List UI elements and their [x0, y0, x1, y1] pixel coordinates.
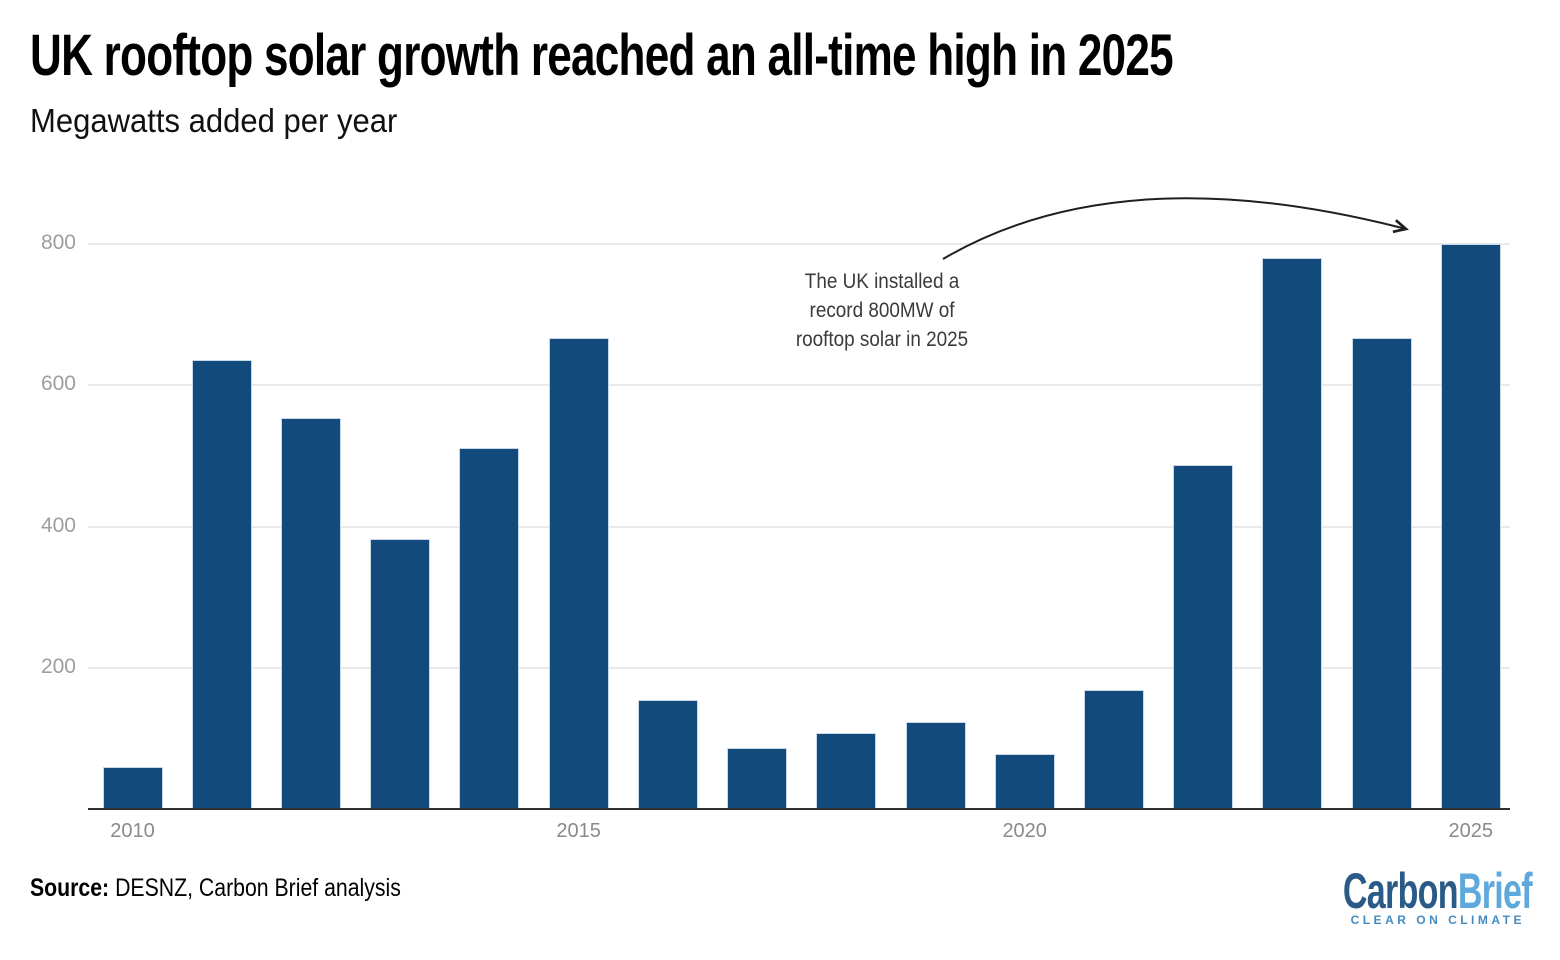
bar-2017 — [727, 748, 787, 809]
source-label: Source: — [30, 874, 110, 902]
bar-2024 — [1351, 337, 1412, 809]
annotation-text: The UK installed a record 800MW of rooft… — [786, 267, 977, 354]
bar-2019 — [905, 722, 966, 809]
bar-2011 — [191, 359, 252, 809]
logo-wordmark: CarbonBrief — [1343, 862, 1533, 920]
gridline-200 — [88, 666, 1510, 669]
y-tick-label: 600 — [40, 372, 76, 396]
annotation-line: record 800MW of — [809, 299, 955, 322]
bar-2025 — [1440, 244, 1501, 809]
x-tick-label: 2020 — [1002, 820, 1047, 842]
logo-carbon: Carbon — [1343, 863, 1459, 919]
bar-2015 — [548, 337, 609, 809]
bar-2023 — [1262, 258, 1323, 809]
x-tick-label: 2025 — [1448, 820, 1494, 842]
bar-2013 — [370, 538, 431, 809]
chart-subtitle: Megawatts added per year — [30, 102, 398, 139]
chart-title: UK rooftop solar growth reached an all-t… — [30, 23, 1174, 88]
bar-2021 — [1083, 690, 1144, 810]
x-axis-line — [88, 808, 1510, 810]
bar-2014 — [459, 448, 520, 809]
source-text: DESNZ, Carbon Brief analysis — [115, 874, 401, 902]
x-tick-label: 2010 — [110, 820, 155, 842]
bar-2020 — [994, 753, 1055, 809]
gridline-800 — [88, 243, 1510, 245]
annotation-line: The UK installed a — [804, 270, 960, 293]
y-tick-label: 200 — [40, 654, 76, 678]
source-line: Source: DESNZ, Carbon Brief analysis — [30, 874, 401, 903]
gridline-600 — [88, 384, 1510, 387]
logo-brief: Brief — [1457, 863, 1533, 919]
annotation-line: rooftop solar in 2025 — [795, 328, 969, 351]
bar-2022 — [1173, 465, 1234, 809]
gridline-400 — [88, 525, 1510, 528]
bar-2018 — [816, 732, 877, 809]
x-tick-label: 2015 — [556, 820, 601, 842]
y-tick-label: 800 — [40, 231, 76, 254]
logo-tagline: CLEAR ON CLIMATE — [1350, 913, 1525, 927]
bar-2012 — [280, 418, 341, 809]
bar-2016 — [637, 700, 698, 809]
y-tick-label: 400 — [40, 513, 76, 537]
bar-2010 — [102, 766, 163, 809]
